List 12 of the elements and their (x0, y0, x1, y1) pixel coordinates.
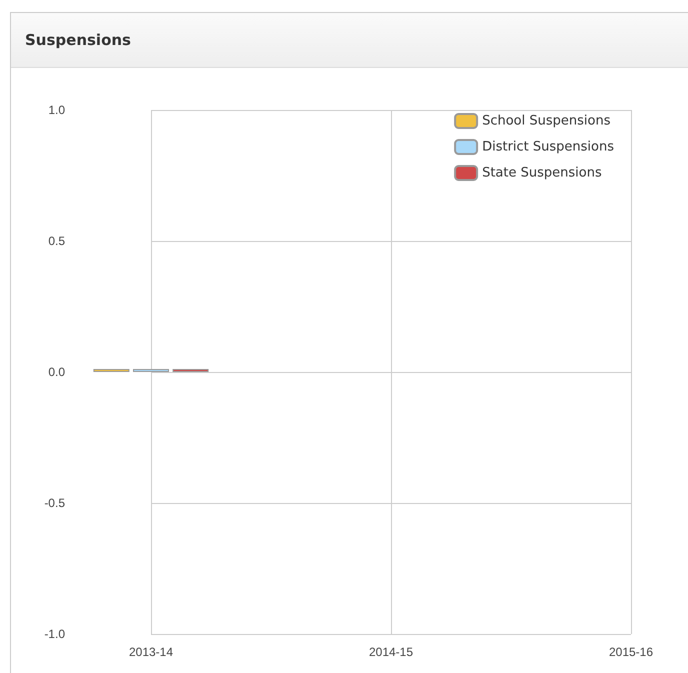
legend-label: School Suspensions (482, 114, 611, 128)
chart-title: Suspensions (11, 13, 688, 68)
x-tick-label: 2015-16 (608, 645, 654, 659)
y-tick-label: 0.5 (48, 234, 66, 248)
y-tick-label: -1.0 (44, 627, 66, 641)
x-tick-label: 2014-15 (368, 645, 414, 659)
y-tick-label: -0.5 (44, 496, 66, 510)
x-tick-label: 2013-14 (128, 645, 174, 659)
legend-label: State Suspensions (482, 166, 602, 180)
y-tick-label: 1.0 (48, 103, 66, 117)
legend-label: District Suspensions (482, 140, 614, 154)
y-tick-label: 0.0 (48, 365, 66, 379)
